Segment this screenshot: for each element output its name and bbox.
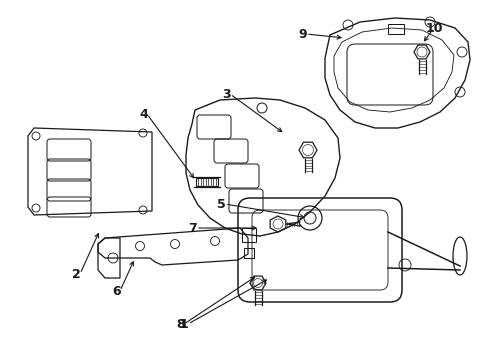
Text: 2: 2 [72,268,81,281]
Text: 3: 3 [222,88,230,101]
Bar [244,248,253,258]
Text: 6: 6 [112,285,121,298]
Text: 7: 7 [187,222,196,235]
Text: 8: 8 [176,318,184,331]
Bar [387,24,403,34]
Text: 10: 10 [425,22,443,35]
Text: 4: 4 [139,108,147,121]
Bar [242,228,256,242]
Text: 5: 5 [217,198,225,211]
Text: 1: 1 [180,318,188,331]
Bar [196,178,218,186]
Text: 9: 9 [297,28,306,41]
